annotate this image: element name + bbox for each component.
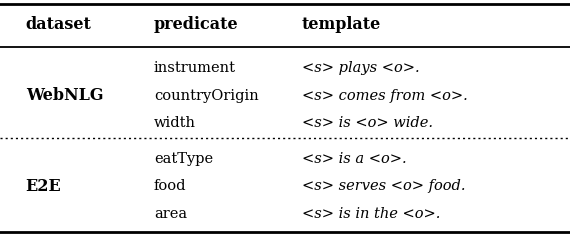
Text: template: template	[302, 16, 381, 33]
Text: <s> serves <o> food.: <s> serves <o> food.	[302, 179, 466, 194]
Text: predicate: predicate	[154, 16, 238, 33]
Text: countryOrigin: countryOrigin	[154, 88, 259, 103]
Text: E2E: E2E	[26, 178, 62, 195]
Text: WebNLG: WebNLG	[26, 87, 103, 104]
Text: dataset: dataset	[26, 16, 92, 33]
Text: food: food	[154, 179, 186, 194]
Text: <s> is a <o>.: <s> is a <o>.	[302, 152, 407, 166]
Text: area: area	[154, 207, 187, 221]
Text: eatType: eatType	[154, 152, 213, 166]
Text: <s> comes from <o>.: <s> comes from <o>.	[302, 88, 468, 103]
Text: <s> is in the <o>.: <s> is in the <o>.	[302, 207, 441, 221]
Text: <s> plays <o>.: <s> plays <o>.	[302, 61, 420, 75]
Text: width: width	[154, 116, 196, 131]
Text: instrument: instrument	[154, 61, 236, 75]
Text: <s> is <o> wide.: <s> is <o> wide.	[302, 116, 433, 131]
